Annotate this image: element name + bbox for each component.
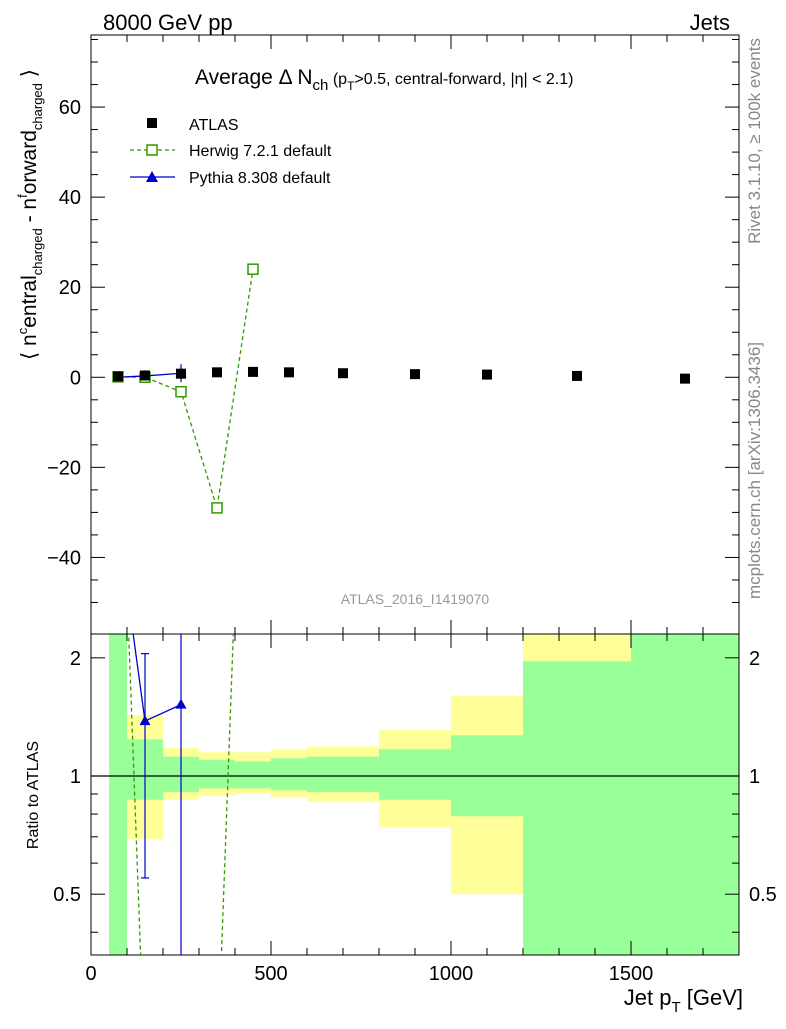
header-left: 8000 GeV pp (103, 10, 233, 35)
pythia-ratio-point (175, 698, 187, 709)
legend-pythia-marker (146, 171, 158, 182)
ratio-y-tick-label-right: 1 (749, 766, 760, 788)
ratio-stat-band-4 (235, 761, 271, 789)
atlas-point (113, 371, 123, 382)
herwig-ratio-line (128, 634, 234, 955)
main-y-tick-label: −40 (47, 547, 81, 569)
ratio-stat-band-0 (109, 634, 127, 955)
mcplots-label: mcplots.cern.ch [arXiv:1306.3436] (745, 342, 764, 599)
ratio-stat-band-10 (631, 634, 739, 955)
ratio-y-tick-label: 0.5 (53, 884, 81, 906)
atlas-point (248, 366, 258, 377)
atlas-point (140, 370, 150, 381)
atlas-point (680, 373, 690, 384)
ratio-y-tick-label-right: 0.5 (749, 884, 777, 906)
main-series (112, 263, 690, 514)
x-tick-label: 1000 (429, 963, 474, 985)
x-tick-label: 1500 (609, 963, 654, 985)
x-tick-label: 0 (85, 963, 96, 985)
atlas-point (410, 369, 420, 380)
legend-herwig-marker (146, 144, 158, 156)
atlas-point (572, 370, 582, 381)
x-axis: 0 500 1000 1500 (85, 35, 740, 985)
ratio-bands (91, 634, 739, 955)
analysis-watermark: ATLAS_2016_I1419070 (341, 591, 490, 607)
ratio-y-tick-label-right: 2 (749, 648, 760, 670)
atlas-point (338, 368, 348, 379)
ratio-series-group (128, 634, 234, 955)
main-y-tick-label: −20 (47, 457, 81, 479)
main-y-tick-label: 20 (59, 277, 81, 299)
ratio-y-axis-label: Ratio to ATLAS (25, 741, 42, 849)
title-sub-ch: ch (313, 77, 329, 94)
pythia-ratio-point (139, 715, 151, 726)
legend-atlas-label: ATLAS (189, 117, 239, 134)
ratio-axes: 0.5 0.5 1 1 2 2 (53, 648, 777, 933)
x-axis-label: Jet pT [GeV] (624, 985, 743, 1016)
main-y-tick-label: 40 (59, 187, 81, 209)
ratio-stat-band-5 (271, 758, 307, 791)
x-tick-label: 500 (254, 963, 287, 985)
legend: ATLAS Herwig 7.2.1 default Pythia 8.308 … (130, 117, 332, 187)
ratio-y-tick-label: 2 (70, 648, 81, 670)
main-y-tick-label: 0 (70, 367, 81, 389)
main-y-axis-label: ⟨ ncentralcharged - nforwardcharged ⟩ (15, 69, 45, 360)
pythia-ratio-line (132, 634, 182, 723)
legend-atlas-marker (147, 118, 157, 128)
main-y-tick-label: 60 (59, 97, 81, 119)
legend-pythia-label: Pythia 8.308 default (189, 170, 331, 187)
ratio-y-tick-label: 1 (70, 766, 81, 788)
title-detail-a: (p (328, 71, 347, 88)
header-right: Jets (690, 10, 730, 35)
main-axes: −40 −20 0 20 40 60 (47, 39, 739, 603)
atlas-point (176, 368, 186, 379)
atlas-point (284, 367, 294, 378)
herwig-point (247, 263, 259, 275)
herwig-point (211, 502, 223, 514)
plot-title: Average Δ Nch (pT>0.5, central-forward, … (195, 66, 574, 94)
ratio-series (128, 634, 234, 955)
rivet-label: Rivet 3.1.10, ≥ 100k events (745, 38, 764, 244)
legend-herwig-label: Herwig 7.2.1 default (189, 143, 332, 160)
ratio-stat-band-7 (379, 749, 451, 800)
title-main: Average Δ N (195, 66, 313, 89)
ratio-stat-band-6 (307, 756, 379, 793)
ratio-stat-band-9 (523, 661, 631, 955)
herwig-point (175, 385, 187, 398)
ratio-stat-band-3 (199, 759, 235, 789)
title-detail-t: T (347, 79, 355, 93)
atlas-point (482, 369, 492, 380)
title-detail-b: >0.5, central-forward, |η| < 2.1) (354, 71, 573, 88)
atlas-point (212, 367, 222, 378)
